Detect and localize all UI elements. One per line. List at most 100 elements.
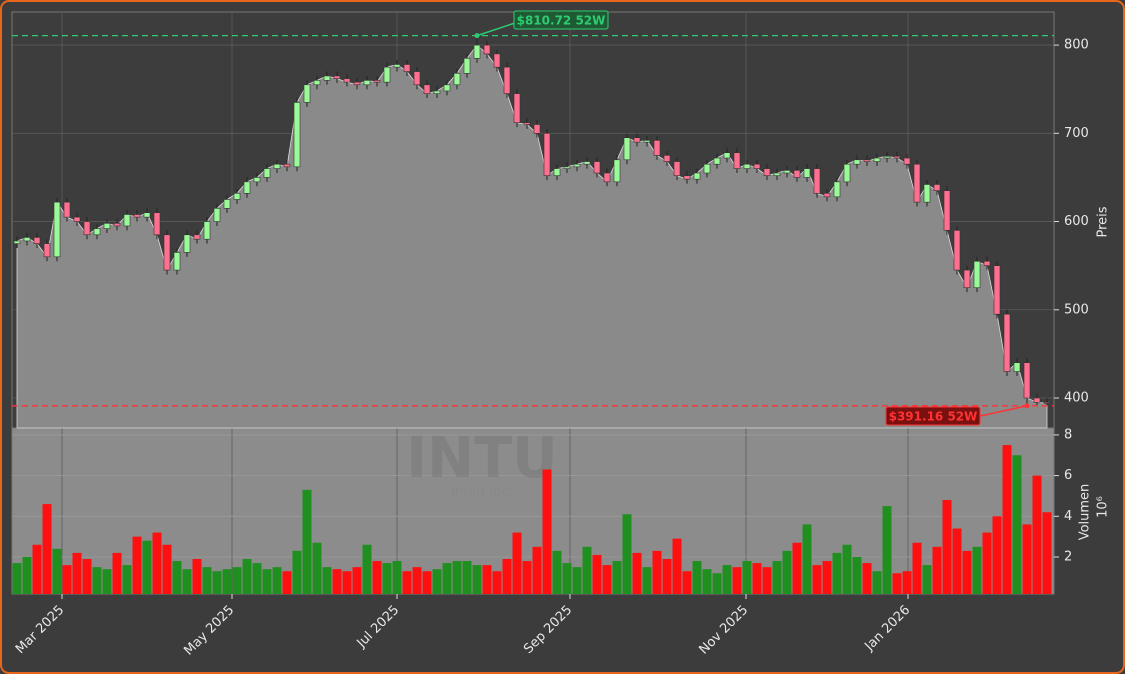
volume-bar — [172, 561, 182, 594]
candle-body — [793, 170, 801, 178]
volume-bar — [242, 559, 252, 594]
volume-bar — [492, 571, 502, 594]
candle-body — [93, 228, 101, 236]
volume-bar — [802, 524, 812, 594]
candle-body — [123, 214, 131, 227]
candle-body — [1043, 402, 1051, 404]
volume-bar — [1042, 512, 1052, 594]
volume-bar — [1002, 445, 1012, 594]
volume-bar — [972, 546, 982, 594]
candle-body — [463, 58, 471, 74]
annotation-label: $391.16 52W — [889, 410, 978, 424]
candle-body — [773, 172, 781, 176]
candle-body — [13, 240, 21, 244]
candle-body — [423, 84, 431, 94]
candle-body — [603, 172, 611, 183]
volume-bar — [62, 565, 72, 594]
volume-bar — [912, 542, 922, 594]
volume-bar — [302, 489, 312, 594]
volume-bar — [572, 567, 582, 594]
candle-body — [863, 159, 871, 162]
volume-bar — [352, 567, 362, 594]
volume-bar — [672, 538, 682, 594]
candle-body — [263, 168, 271, 178]
candle-body — [1003, 313, 1011, 372]
volume-bar — [982, 532, 992, 594]
candle-body — [953, 230, 961, 271]
volume-bar — [402, 571, 412, 594]
volume-bar — [292, 550, 302, 594]
candle-body — [393, 64, 401, 68]
candle-body — [563, 166, 571, 169]
candle-body — [963, 269, 971, 289]
volume-bar — [22, 556, 32, 594]
candle-body — [373, 80, 381, 83]
volume-bar — [752, 563, 762, 594]
volume-bar — [622, 514, 632, 594]
volume-bar — [552, 550, 562, 594]
y-tick-label: 400 — [1064, 391, 1089, 406]
candle-body — [733, 152, 741, 169]
annotation-box — [513, 10, 609, 30]
candle-body — [143, 212, 151, 218]
volume-bar — [692, 561, 702, 594]
annotation-arrow — [979, 405, 1028, 417]
watermark-symbol: INTU — [406, 426, 557, 491]
y2-axis-label: Volumen — [1078, 484, 1093, 541]
volume-bar — [252, 563, 262, 594]
volume-bar — [592, 554, 602, 594]
candle-body — [813, 168, 821, 194]
candle-body — [23, 237, 31, 242]
volume-bar — [722, 565, 732, 594]
candle-body — [573, 163, 581, 168]
volume-bar — [322, 567, 332, 594]
candle-body — [453, 73, 461, 86]
volume-bar — [52, 548, 62, 594]
volume-bar — [872, 571, 882, 594]
watermark-company: Intuit Inc. — [451, 485, 513, 500]
volume-bar — [812, 565, 822, 594]
volume-bar — [212, 571, 222, 594]
volume-bar — [842, 544, 852, 594]
candle-body — [103, 223, 111, 229]
volume-bar — [462, 561, 472, 594]
candle-body — [703, 163, 711, 174]
volume-bar — [152, 532, 162, 594]
annotation-box — [885, 406, 981, 426]
volume-bar — [1012, 455, 1022, 594]
volume-bar — [162, 544, 172, 594]
volume-bar — [782, 550, 792, 594]
volume-bar — [922, 565, 932, 594]
volume-bar — [562, 563, 572, 594]
candle-body — [63, 201, 71, 218]
y2-scale-label: 10⁶ — [1096, 496, 1111, 518]
volume-bar — [522, 561, 532, 594]
candle-body — [43, 243, 51, 258]
candle-body — [333, 75, 341, 79]
volume-bar — [942, 500, 952, 594]
candle-body — [1023, 362, 1031, 399]
volume-bar — [132, 536, 142, 594]
candle-body — [513, 93, 521, 124]
volume-bar — [92, 567, 102, 594]
volume-bar — [662, 559, 672, 594]
volume-bar — [732, 567, 742, 594]
volume-bar — [682, 571, 692, 594]
volume-bar — [142, 540, 152, 594]
volume-bar — [952, 528, 962, 594]
volume-bar — [962, 550, 972, 594]
volume-bar — [762, 567, 772, 594]
volume-bar — [472, 565, 482, 594]
volume-bar — [282, 571, 292, 594]
volume-bar — [122, 565, 132, 594]
volume-bar — [452, 561, 462, 594]
candle-body — [413, 71, 421, 86]
volume-bar — [932, 546, 942, 594]
y-tick-label: 600 — [1064, 214, 1089, 229]
volume-bar — [392, 561, 402, 594]
candle-body — [653, 140, 661, 156]
candle-body — [763, 168, 771, 176]
candle-body — [53, 201, 61, 258]
candle-body — [893, 155, 901, 159]
